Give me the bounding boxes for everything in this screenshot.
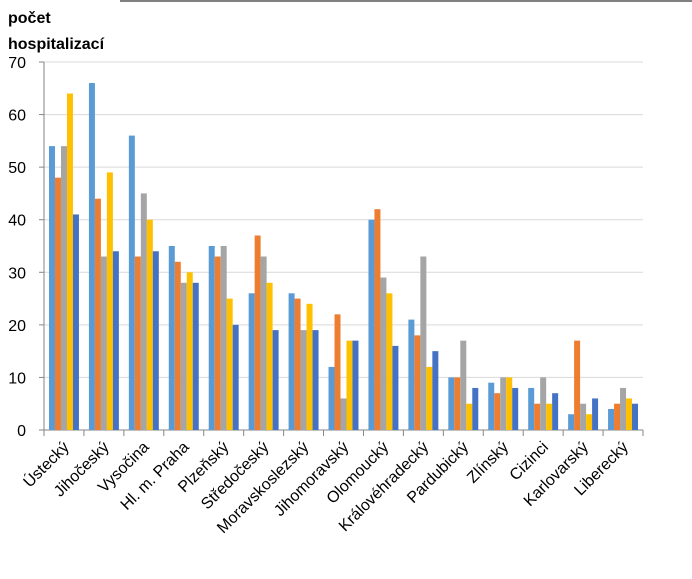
bar	[574, 340, 581, 430]
bar	[106, 172, 113, 430]
bar	[300, 330, 307, 430]
bar	[426, 366, 433, 430]
bar	[72, 214, 79, 430]
bar	[186, 272, 193, 430]
bar	[232, 324, 239, 430]
bar	[312, 330, 319, 430]
bar	[352, 340, 359, 430]
bar	[506, 377, 513, 430]
bar	[552, 393, 559, 430]
bar	[592, 398, 599, 430]
bar	[60, 146, 67, 430]
bar	[54, 177, 61, 430]
bar	[528, 387, 535, 430]
bar	[220, 246, 227, 430]
bar	[66, 93, 73, 431]
bar	[260, 256, 267, 430]
bar	[146, 219, 153, 430]
bar	[586, 414, 593, 430]
bar	[208, 246, 215, 430]
bar	[88, 83, 95, 431]
bar	[94, 198, 101, 430]
bar	[632, 403, 639, 430]
bar	[214, 256, 221, 430]
x-tick-label: Zlínský	[464, 439, 512, 487]
bar	[346, 340, 353, 430]
bar	[48, 146, 55, 430]
bar	[334, 314, 341, 430]
bar	[392, 345, 399, 430]
bar	[620, 387, 627, 430]
bar	[380, 277, 387, 430]
bar	[472, 387, 479, 430]
bar	[460, 340, 467, 430]
bar	[180, 282, 187, 430]
bar	[488, 382, 495, 430]
bar	[266, 282, 273, 430]
bar	[340, 398, 347, 430]
bar	[608, 408, 615, 430]
bar	[100, 256, 107, 430]
bar	[254, 235, 261, 430]
bar	[408, 319, 415, 430]
bar	[140, 193, 147, 430]
bar	[134, 256, 141, 430]
bar	[626, 398, 633, 430]
bar	[174, 261, 181, 430]
y-tick-label: 70	[8, 55, 26, 72]
bar	[494, 393, 501, 430]
y-tick-label: 30	[8, 265, 26, 282]
bar	[226, 298, 233, 430]
bar	[448, 377, 455, 430]
bar	[192, 282, 199, 430]
bar	[152, 251, 159, 430]
bar	[500, 377, 507, 430]
bar	[374, 209, 381, 430]
bar	[454, 377, 461, 430]
bar	[306, 303, 313, 430]
y-tick-label: 50	[8, 160, 26, 177]
bar	[534, 403, 541, 430]
y-axis-label: počet hospitalizací	[8, 10, 105, 53]
bar	[546, 403, 553, 430]
bar	[540, 377, 547, 430]
bar	[288, 293, 295, 430]
bar	[466, 403, 473, 430]
y-tick-label: 10	[8, 370, 26, 387]
y-tick-label: 60	[8, 108, 26, 125]
bar	[328, 366, 335, 430]
bar	[386, 293, 393, 430]
y-tick-label: 20	[8, 318, 26, 335]
bar	[272, 330, 279, 430]
bar	[614, 403, 621, 430]
bar	[420, 256, 427, 430]
bar	[512, 387, 519, 430]
bar	[128, 135, 135, 430]
bar	[414, 335, 421, 430]
bar	[168, 246, 175, 430]
y-tick-label: 0	[17, 423, 26, 440]
bar	[368, 219, 375, 430]
bar	[580, 403, 587, 430]
y-tick-label: 40	[8, 213, 26, 230]
bar	[294, 298, 301, 430]
bar	[248, 293, 255, 430]
bar	[432, 351, 439, 430]
bar	[568, 414, 575, 430]
bar	[112, 251, 119, 430]
